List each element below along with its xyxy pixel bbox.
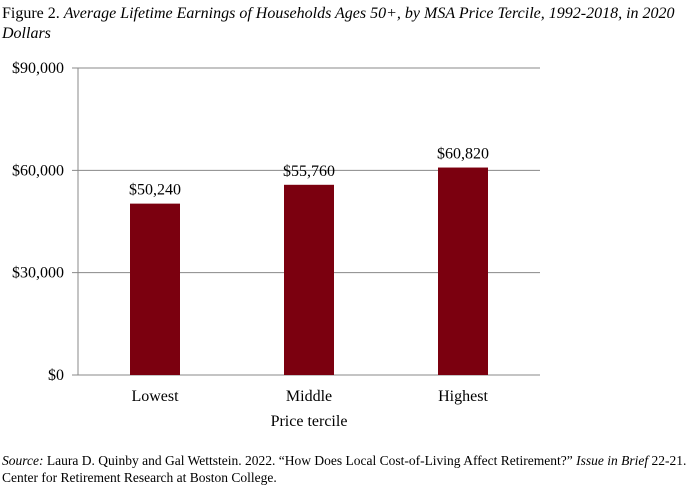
bar-middle (284, 184, 334, 375)
source-text-2: 22-21. Center for Retirement Research at… (2, 453, 687, 485)
x-tick-label: Middle (286, 388, 332, 405)
bar-highest (438, 167, 488, 375)
y-tick-label: $90,000 (12, 60, 64, 77)
source-italic: Issue in Brief (576, 453, 649, 468)
figure-title-text: Average Lifetime Earnings of Households … (2, 5, 675, 42)
y-tick-label: $60,000 (12, 162, 64, 179)
y-tick-label: $30,000 (12, 265, 64, 282)
bar-lowest (130, 203, 180, 375)
source-label: Source: (2, 453, 44, 468)
source-note: Source: Laura D. Quinby and Gal Wettstei… (2, 452, 698, 486)
x-tick-label: Highest (438, 388, 488, 405)
data-label: $50,240 (129, 182, 181, 199)
data-label: $55,760 (283, 163, 335, 180)
bar-chart: $0 $30,000 $60,000 $90,000 $50,240 Lowest $55,… (12, 60, 540, 430)
data-label: $60,820 (437, 146, 489, 163)
figure-label: Figure 2. (2, 5, 60, 22)
figure-title: Figure 2. Average Lifetime Earnings of H… (2, 4, 698, 44)
x-axis-title: Price tercile (271, 413, 348, 430)
y-tick-label: $0 (48, 367, 64, 384)
source-text-1: Laura D. Quinby and Gal Wettstein. 2022.… (43, 453, 577, 468)
x-tick-label: Lowest (131, 388, 179, 405)
